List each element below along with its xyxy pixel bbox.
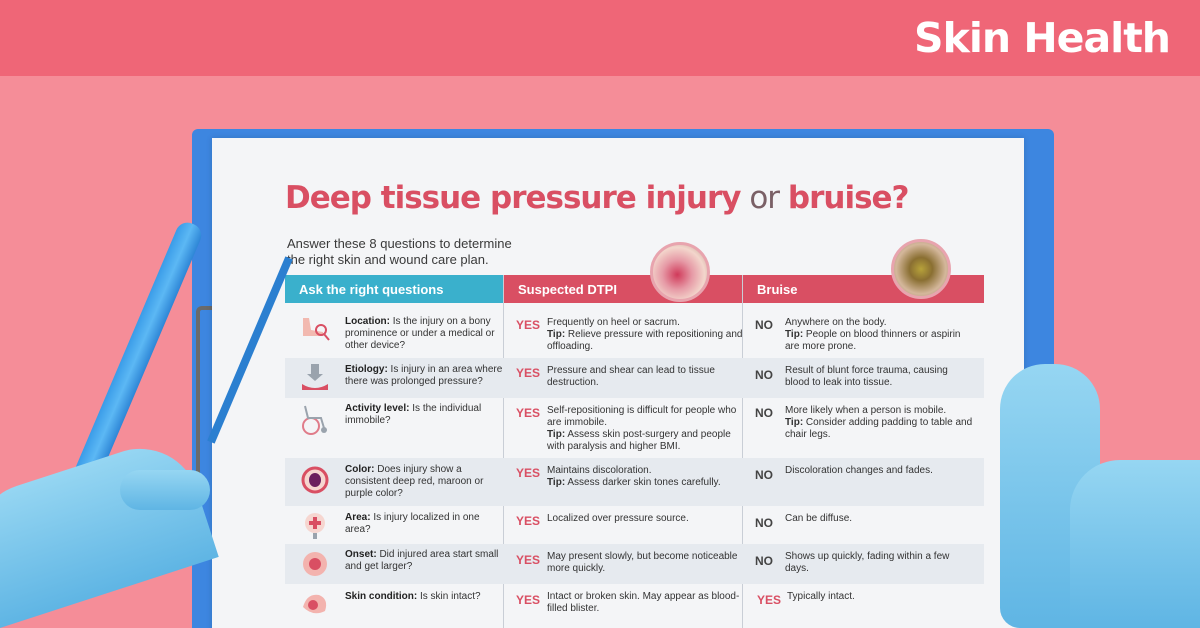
title-or: or (740, 180, 788, 216)
bruise-photo (891, 239, 951, 299)
question-text: Area: Is injury localized in one area? (345, 512, 480, 535)
dtpi-answer-text: Maintains discoloration. Tip: Assess dark… (547, 465, 721, 488)
bruise-answer-badge: NO (755, 516, 773, 530)
table-row: Onset: Did injured area start small and … (285, 544, 984, 584)
left-gloved-hand (0, 433, 219, 628)
table-row: Etiology: Is injury in an area where the… (285, 358, 984, 398)
dtpi-photo (650, 242, 710, 302)
dtpi-answer-badge: YES (516, 406, 541, 420)
document-sheet: Deep tissue pressure injury or bruise? A… (212, 138, 1024, 628)
header-bar: Skin Health (0, 0, 1200, 76)
intro-text: Answer these 8 questions to determine th… (287, 236, 512, 267)
table-row: Activity level: Is the individual immobi… (285, 398, 984, 458)
skin-condition-icon (303, 594, 327, 614)
dtpi-answer-badge: YES (516, 366, 541, 380)
column-header-questions: Ask the right questions (285, 275, 503, 303)
bruise-answer-text: Typically intact. (787, 591, 855, 602)
dtpi-answer-text: Intact or broken skin. May appear as blo… (547, 591, 740, 614)
dtpi-answer-text: Pressure and shear can lead to tissue de… (547, 365, 715, 388)
bruise-answer-badge: NO (755, 468, 773, 482)
title-part-dtpi: Deep tissue pressure injury (285, 180, 741, 216)
wheelchair-icon (302, 405, 327, 435)
dtpi-answer-text: Self-repositioning is difficult for peop… (547, 405, 737, 452)
column-divider (503, 275, 504, 628)
left-glove-finger (120, 470, 210, 510)
bruise-answer-text: Can be diffuse. (785, 513, 853, 524)
table-row: Skin condition: Is skin intact? YES Inta… (285, 584, 984, 624)
column-divider (742, 275, 743, 628)
foot-magnifier-icon (303, 318, 330, 341)
localized-area-icon (305, 513, 325, 539)
dtpi-answer-badge: YES (516, 553, 541, 567)
table-row: Color: Does injury show a consistent dee… (285, 458, 984, 506)
color-spot-icon (301, 466, 329, 494)
bruise-answer-badge: NO (755, 406, 773, 420)
right-glove-palm (1070, 460, 1200, 628)
bruise-answer-badge: NO (755, 554, 773, 568)
table-row: Area: Is injury localized in one area? Y… (285, 506, 984, 544)
bruise-answer-badge: NO (755, 368, 773, 382)
question-text: Color: Does injury show a consistent dee… (345, 464, 484, 499)
bruise-answer-text: Anywhere on the body. Tip: People on bloo… (785, 317, 961, 352)
question-text: Activity level: Is the individual immobi… (345, 403, 482, 426)
dtpi-answer-badge: YES (516, 318, 541, 332)
dtpi-answer-text: May present slowly, but become noticeabl… (547, 551, 738, 574)
bruise-answer-text: Discoloration changes and fades. (785, 465, 933, 476)
table-row: Location: Is the injury on a bony promin… (285, 308, 984, 358)
growing-spot-icon (303, 552, 327, 576)
dtpi-answer-badge: YES (516, 593, 541, 607)
bruise-answer-badge: YES (757, 593, 782, 607)
bruise-answer-text: Shows up quickly, fading within a few da… (785, 551, 950, 574)
question-text: Etiology: Is injury in an area where the… (345, 364, 503, 387)
brand-logo: Skin Health (914, 14, 1171, 62)
question-text: Location: Is the injury on a bony promin… (345, 316, 495, 351)
bruise-answer-text: More likely when a person is mobile. Tip:… (785, 405, 973, 440)
bruise-answer-badge: NO (755, 318, 773, 332)
question-text: Skin condition: Is skin intact? (345, 591, 481, 602)
title-part-bruise: bruise? (787, 180, 910, 216)
document-title: Deep tissue pressure injury or bruise? (285, 180, 910, 216)
bruise-answer-text: Result of blunt force trauma, causing bl… (785, 365, 948, 388)
dtpi-answer-badge: YES (516, 466, 541, 480)
dtpi-answer-text: Localized over pressure source. (547, 513, 689, 524)
question-text: Onset: Did injured area start small and … (345, 549, 499, 572)
pressure-arrow-icon (302, 364, 328, 390)
dtpi-answer-text: Frequently on heel or sacrum. Tip: Reliev… (547, 317, 743, 352)
dtpi-answer-badge: YES (516, 514, 541, 528)
